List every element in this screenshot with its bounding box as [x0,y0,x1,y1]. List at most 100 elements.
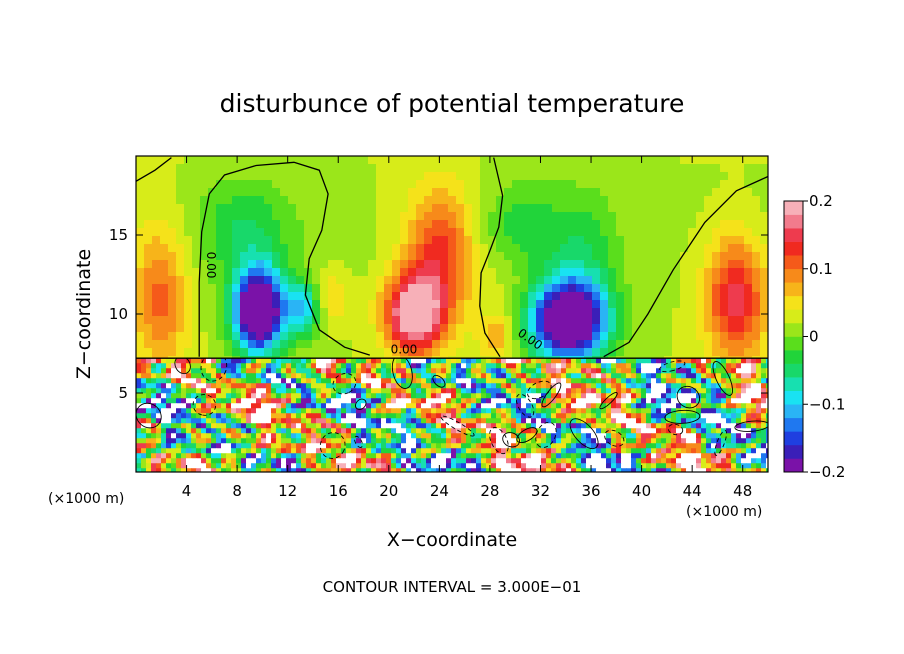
turbulence-cell [296,453,302,459]
turbulence-cell [666,378,672,384]
turbulence-cell [391,463,397,469]
turbulence-cell [766,403,768,409]
field-cell [496,164,505,173]
field-cell [752,236,761,245]
turbulence-cell [721,403,727,409]
turbulence-cell [581,458,587,464]
turbulence-cell [216,378,222,384]
turbulence-cell [701,438,707,444]
turbulence-cell [761,408,767,414]
turbulence-cell [326,413,332,419]
turbulence-cell [236,398,242,404]
field-cell [224,228,233,237]
field-cell [720,172,729,181]
field-cell [664,244,673,253]
turbulence-cell [481,458,487,464]
turbulence-cell [291,438,297,444]
field-cell [296,204,305,213]
turbulence-cell [741,393,747,399]
turbulence-cell [546,453,552,459]
turbulence-cell [511,428,517,434]
field-cell [544,268,553,277]
turbulence-cell [151,373,157,379]
field-cell [584,156,593,165]
field-cell [424,236,433,245]
field-cell [312,268,321,277]
turbulence-cell [761,428,767,434]
field-cell [480,332,489,341]
turbulence-cell [466,373,472,379]
turbulence-cell [186,433,192,439]
field-cell [224,300,233,309]
turbulence-cell [206,388,212,394]
field-cell [560,196,569,205]
turbulence-cell [751,383,757,389]
turbulence-cell [216,413,222,419]
turbulence-cell [656,373,662,379]
turbulence-cell [596,368,602,374]
field-cell [728,212,737,221]
turbulence-cell [536,398,542,404]
turbulence-cell [661,383,667,389]
turbulence-cell [641,453,647,459]
turbulence-cell [666,463,672,469]
turbulence-cell [141,393,147,399]
turbulence-cell [706,463,712,469]
field-cell [704,172,713,181]
field-cell [592,260,601,269]
turbulence-cell [726,428,732,434]
turbulence-cell [206,378,212,384]
field-cell [280,236,289,245]
turbulence-cell [601,413,607,419]
field-cell [272,300,281,309]
turbulence-cell [271,373,277,379]
field-cell [408,180,417,189]
turbulence-cell [656,428,662,434]
turbulence-cell [631,388,637,394]
field-cell [432,316,441,325]
turbulence-cell [291,368,297,374]
field-cell [760,180,768,189]
turbulence-cell [181,408,187,414]
turbulence-cell [236,368,242,374]
turbulence-cell [741,443,747,449]
field-cell [672,156,681,165]
field-cell [616,348,625,357]
turbulence-cell [406,403,412,409]
turbulence-cell [476,448,482,454]
field-cell [592,220,601,229]
field-cell [624,236,633,245]
turbulence-cell [661,448,667,454]
turbulence-cell [396,468,402,472]
turbulence-cell [666,418,672,424]
field-cell [336,284,345,293]
turbulence-cell [711,443,717,449]
field-cell [376,284,385,293]
turbulence-cell [196,378,202,384]
turbulence-cell [611,408,617,414]
turbulence-cell [501,463,507,469]
field-cell [760,188,768,197]
turbulence-cell [676,458,682,464]
field-cell [608,180,617,189]
turbulence-cell [511,453,517,459]
turbulence-cell [246,358,252,364]
field-cell [288,156,297,165]
turbulence-cell [601,418,607,424]
turbulence-cell [406,468,412,472]
turbulence-cell [626,368,632,374]
field-cell [136,324,145,333]
turbulence-cell [396,423,402,429]
field-cell [272,268,281,277]
turbulence-cell [766,408,768,414]
turbulence-cell [476,418,482,424]
turbulence-cell [281,443,287,449]
field-cell [360,276,369,285]
turbulence-cell [486,453,492,459]
turbulence-cell [431,388,437,394]
field-cell [240,268,249,277]
turbulence-cell [181,388,187,394]
field-cell [544,324,553,333]
turbulence-cell [376,373,382,379]
turbulence-cell [606,413,612,419]
